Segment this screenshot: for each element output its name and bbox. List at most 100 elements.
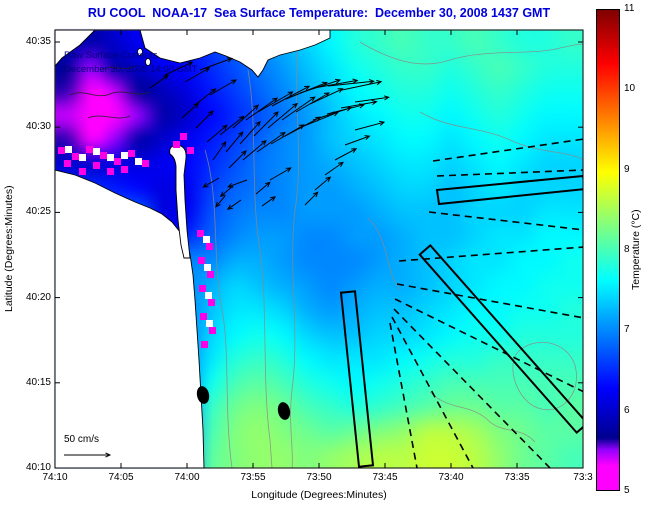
cold-pixel	[142, 160, 149, 167]
y-tick-label: 40:25	[25, 206, 51, 218]
cold-pixel	[58, 147, 65, 154]
colorbar-tick-label: 11	[624, 3, 635, 14]
masked-pixel	[79, 154, 86, 161]
current-arrow	[257, 91, 294, 113]
masked-pixel	[206, 320, 213, 327]
island	[145, 58, 151, 66]
cold-pixel	[187, 147, 194, 154]
masked-pixel	[107, 154, 114, 161]
x-tick-label: 73:3	[573, 472, 593, 483]
cold-pixel	[86, 146, 93, 153]
y-axis-label: Latitude (Degrees:Minutes)	[3, 185, 15, 313]
bathymetry-contour	[429, 391, 536, 443]
current-arrow	[304, 191, 319, 206]
current-arrow	[334, 148, 358, 161]
y-tick-label: 40:20	[25, 291, 51, 303]
station-marker	[196, 386, 210, 404]
current-arrow	[298, 111, 339, 129]
bearing-line	[389, 322, 418, 468]
cold-pixel	[100, 152, 107, 159]
annotation-line1: Raw Surface Currents	[64, 50, 158, 61]
masked-pixel	[203, 236, 210, 243]
current-arrow	[261, 196, 277, 207]
current-arrow	[164, 61, 194, 76]
colorbar-tick-label: 5	[624, 485, 630, 496]
cold-pixel	[64, 160, 71, 167]
current-arrow	[215, 195, 226, 208]
x-tick-label: 73:45	[372, 472, 398, 483]
x-axis-label: Longitude (Degrees:Minutes)	[251, 489, 387, 501]
bathymetry-contour	[512, 341, 577, 411]
cold-pixel	[208, 299, 215, 306]
cold-pixel	[201, 341, 208, 348]
x-tick-label: 73:50	[306, 472, 332, 483]
colorbar-tick-label: 7	[624, 324, 630, 336]
current-arrow	[212, 141, 227, 161]
x-tick-label: 74:00	[174, 472, 200, 483]
current-arrow	[239, 120, 261, 145]
masked-pixel	[135, 158, 142, 165]
scale-arrow-label: 50 cm/s	[64, 434, 100, 445]
x-tick-label: 73:35	[504, 472, 530, 483]
cold-pixel	[197, 230, 204, 237]
current-arrow	[225, 131, 244, 153]
current-arrow	[242, 139, 267, 161]
cold-pixel	[207, 271, 214, 278]
bearing-line	[398, 246, 583, 262]
current-arrow	[195, 110, 214, 129]
current-arrow	[344, 135, 371, 146]
coastline-landmass	[55, 30, 96, 67]
y-tick-label: 40:15	[25, 376, 51, 388]
current-arrow	[354, 95, 390, 103]
current-arrow	[202, 177, 220, 188]
masked-pixel	[204, 264, 211, 271]
coastline-landmass	[169, 144, 191, 259]
shoreline-detail	[69, 91, 151, 97]
current-arrow	[181, 102, 200, 119]
bearing-line	[396, 283, 583, 319]
current-arrow	[194, 88, 217, 106]
masked-pixel	[93, 148, 100, 155]
survey-box	[339, 290, 375, 468]
colorbar-tick-label: 9	[624, 163, 630, 175]
current-arrow	[267, 102, 298, 129]
cold-pixel	[121, 166, 128, 173]
bearing-line	[428, 211, 583, 231]
current-arrow	[281, 96, 316, 121]
bathymetry-contour	[247, 69, 273, 468]
masked-pixel	[65, 146, 72, 153]
survey-box	[435, 174, 583, 206]
annotation-line2: December 30, 2008 14:00 GMT	[64, 64, 198, 75]
current-arrow	[324, 161, 344, 176]
shoreline-detail	[87, 115, 131, 119]
bearing-line	[432, 138, 583, 162]
bathymetry-contour	[359, 41, 583, 65]
island	[137, 48, 143, 56]
current-arrow	[313, 78, 359, 89]
cold-pixel	[209, 327, 216, 334]
colorbar-label: Temperature (°C)	[630, 209, 642, 291]
current-arrow	[232, 104, 260, 129]
current-arrow	[209, 79, 238, 96]
bathymetry-contour	[419, 111, 583, 160]
cold-pixel	[114, 158, 121, 165]
bathymetry-contour	[367, 217, 401, 291]
colorbar-tick-label: 6	[624, 404, 630, 416]
current-arrow	[228, 150, 247, 169]
current-arrow	[354, 120, 386, 131]
cold-pixel	[128, 150, 135, 157]
cold-pixel	[93, 162, 100, 169]
map-content	[55, 30, 583, 468]
x-tick-label: 74:05	[108, 472, 134, 483]
current-arrow	[256, 131, 286, 153]
cold-pixel	[198, 257, 205, 264]
scale-arrow	[64, 452, 112, 458]
current-arrow	[253, 111, 279, 137]
y-tick-label: 40:30	[25, 121, 51, 133]
current-arrow	[149, 74, 169, 89]
station-marker	[277, 402, 291, 420]
cold-pixel	[199, 285, 206, 292]
cold-pixel	[173, 141, 180, 148]
current-arrow	[199, 57, 233, 71]
